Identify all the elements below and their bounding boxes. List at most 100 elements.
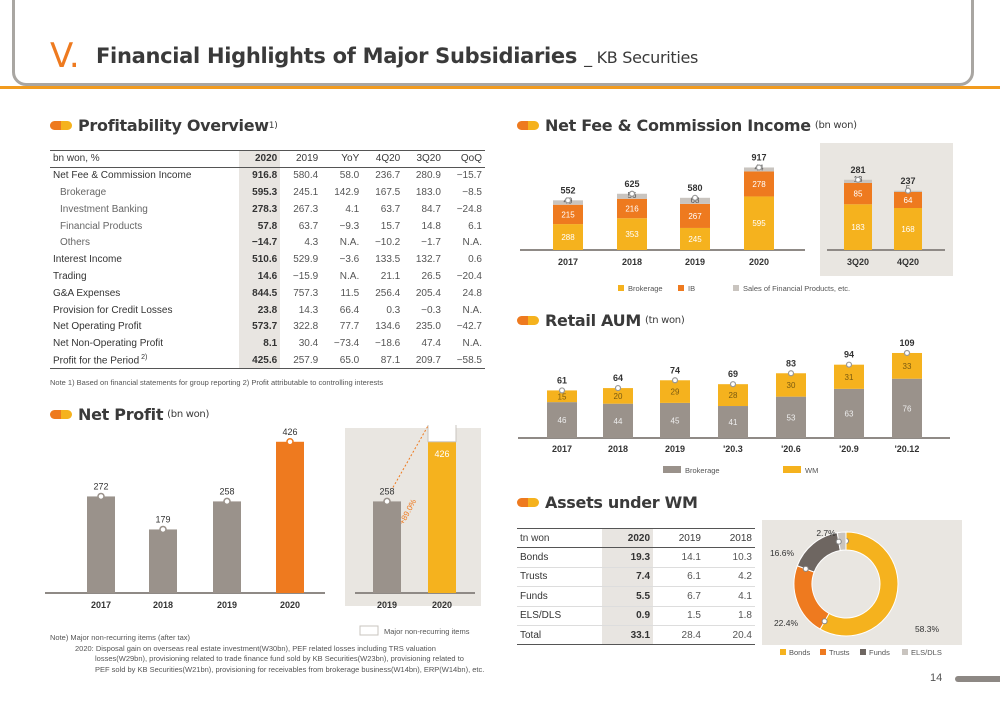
- table-cell: 580.4: [293, 170, 319, 182]
- legend-label: Brokerage: [628, 284, 663, 293]
- table-cell: −18.6: [374, 338, 401, 350]
- net-profit-note-line: PEF sold by KB Securities(W21bn), provis…: [95, 664, 485, 674]
- bar-segment: [603, 403, 633, 438]
- table-cell: −8.5: [462, 186, 482, 198]
- retail-aum-chart: 46 15 61 2017 44 20 64 2018 45 29 74 2019 41 28 69 '20.…: [518, 338, 950, 475]
- table-cell: 65.0: [321, 352, 363, 370]
- table-cell: 87.1: [362, 352, 404, 370]
- row-label: Net Fee & Commission Income: [50, 167, 239, 184]
- row-label-text: Others: [60, 237, 91, 249]
- legend-label: Sales of Financial Products, etc.: [743, 284, 850, 293]
- data-label: 278: [752, 180, 766, 189]
- net-profit-note-line: losses(W29bn), provisioning related to t…: [95, 654, 464, 663]
- column-header: 2020: [239, 150, 281, 168]
- row-label: Trading: [50, 268, 239, 285]
- column-header: 2019: [280, 150, 322, 168]
- table-cell: 132.7: [415, 254, 441, 266]
- row-label: Brokerage: [50, 184, 239, 201]
- table-row: ELS/DLS 0.9 1.5 1.8: [517, 606, 755, 626]
- table-cell: 183.0: [415, 186, 441, 198]
- legend-swatch: [860, 649, 866, 655]
- tick-label: '20.6: [781, 444, 801, 454]
- assets-wm-donut-chart: 58.3% 22.4% 16.6% 2.7% Bonds Trusts Funds ELS/D…: [762, 520, 962, 657]
- profitability-note: Note 1) Based on financial statements fo…: [50, 378, 384, 387]
- column-header: 2020: [602, 527, 654, 549]
- bar-marker: [97, 492, 105, 501]
- table-cell: 19.3: [602, 547, 654, 568]
- total-label: 64: [613, 373, 623, 383]
- page-number: 14: [930, 672, 943, 684]
- table-row: Brokerage 595.3 245.1 142.9 167.5 183.0 −8.5: [50, 184, 485, 201]
- table-cell: 7.4: [602, 567, 654, 588]
- section-number: V.: [50, 36, 80, 76]
- assets-wm-table-header: tn won 2020 2019 2018: [517, 527, 755, 549]
- retail-aum-unit: (tn won): [644, 315, 685, 326]
- total-label: 69: [728, 369, 738, 379]
- table-cell: 278.3: [239, 200, 281, 218]
- bar-segment: [547, 402, 577, 438]
- column-header: tn won: [517, 527, 603, 549]
- net-profit-note-line: 2020: Disposal gain on overseas real est…: [75, 643, 436, 653]
- bar-segment: [617, 218, 647, 250]
- table-cell: −0.3: [421, 304, 441, 316]
- data-label: 426: [282, 427, 297, 437]
- tick-label: '20.9: [839, 444, 859, 454]
- bar-segment: [660, 380, 690, 403]
- table-cell: 133.5: [375, 254, 401, 266]
- data-label: 31: [845, 373, 854, 382]
- data-label: 46: [558, 416, 567, 425]
- column-header: YoY: [321, 150, 363, 168]
- row-label: Interest Income: [50, 251, 239, 268]
- table-cell: 256.4: [375, 287, 401, 299]
- bar-marker: [755, 164, 763, 171]
- column-header: 2019: [653, 527, 704, 549]
- tick-label: 2020: [280, 600, 300, 610]
- data-label: 30: [787, 381, 796, 390]
- row-label-text: Financial Products: [60, 220, 143, 232]
- data-label: 595: [752, 219, 766, 228]
- bar-segment: [680, 203, 710, 228]
- table-cell: 245.1: [293, 186, 319, 198]
- table-cell: 11.5: [340, 287, 360, 299]
- table-cell: −15.9: [292, 270, 319, 282]
- legend-swatch: [820, 649, 826, 655]
- table-cell: 58.0: [339, 170, 360, 182]
- data-label: 85: [854, 190, 863, 199]
- table-cell: 5.5: [602, 586, 654, 607]
- net-profit-heading-text: Net Profit: [78, 405, 164, 424]
- tick-label: 4Q20: [897, 257, 919, 267]
- row-label-text: Net Operating Profit: [53, 321, 142, 333]
- bar-segment: [892, 378, 922, 438]
- table-cell: 4.1: [704, 586, 755, 607]
- tick-label: '20.3: [723, 444, 743, 454]
- legend-swatch: [359, 625, 379, 636]
- column-header: 3Q20: [403, 150, 444, 168]
- table-cell: 14.6: [239, 268, 281, 285]
- table-cell: −73.4: [333, 338, 360, 350]
- row-label-text: Profit for the Period: [53, 355, 140, 367]
- data-label: 245: [688, 235, 702, 244]
- slice-label: 58.3%: [915, 624, 940, 634]
- legend-swatch: [678, 285, 684, 291]
- table-cell: N.A.: [339, 237, 360, 249]
- bar-marker: [729, 381, 737, 388]
- data-label: 20: [614, 392, 623, 401]
- bar-marker: [903, 349, 911, 357]
- table-cell: 1.8: [704, 606, 755, 626]
- tick-label: 2019: [665, 444, 685, 454]
- table-cell: 20.4: [704, 624, 755, 646]
- data-label: 44: [614, 417, 623, 426]
- table-cell: 236.7: [375, 170, 401, 182]
- net-fee-chart: 2882154955220173532165662520182452676858…: [520, 143, 953, 293]
- table-cell: 24.8: [462, 287, 482, 299]
- bar-marker: [564, 197, 572, 204]
- table-cell: 280.9: [415, 170, 441, 182]
- profitability-table: bn won, % 2020 2019 YoY 4Q20 3Q20 QoQ Net Fee …: [50, 150, 485, 370]
- table-cell: 267.3: [293, 203, 319, 215]
- table-cell: −42.7: [456, 321, 482, 333]
- table-cell: 916.8: [239, 167, 281, 185]
- table-row: Financial Products 57.8 63.7 −9.3 15.7 14.8 6.…: [50, 217, 485, 235]
- tick-label: '20.12: [895, 444, 920, 454]
- bar-segment: [834, 388, 864, 438]
- bar-segment: [660, 402, 690, 438]
